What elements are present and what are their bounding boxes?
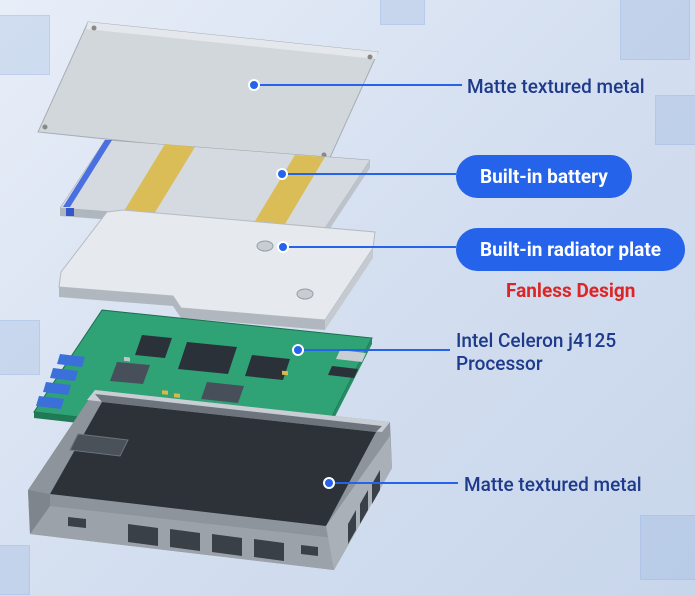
leader-line [335,482,458,484]
label-bottom-case: Matte textured metal [464,473,642,496]
leader-line [288,173,456,175]
leader-dot [323,477,335,489]
label-fanless: Fanless Design [506,279,635,302]
label-cpu-line2: Processor [456,352,616,375]
leader-dot [292,344,304,356]
leader-line [260,84,462,86]
label-radiator-pill: Built-in radiator plate [456,228,685,271]
label-cpu-line1: Intel Celeron j4125 [456,329,616,352]
leader-dot [276,168,288,180]
bottom-case-layer [20,378,410,583]
leader-line [304,349,450,351]
leader-line [289,246,456,248]
label-cpu: Intel Celeron j4125 Processor [456,329,616,375]
leader-dot [248,79,260,91]
label-battery-pill: Built-in battery [456,155,632,198]
diagram-content: Matte textured metal Built-in battery Bu… [0,0,695,596]
label-top-plate: Matte textured metal [467,75,645,98]
leader-dot [277,241,289,253]
